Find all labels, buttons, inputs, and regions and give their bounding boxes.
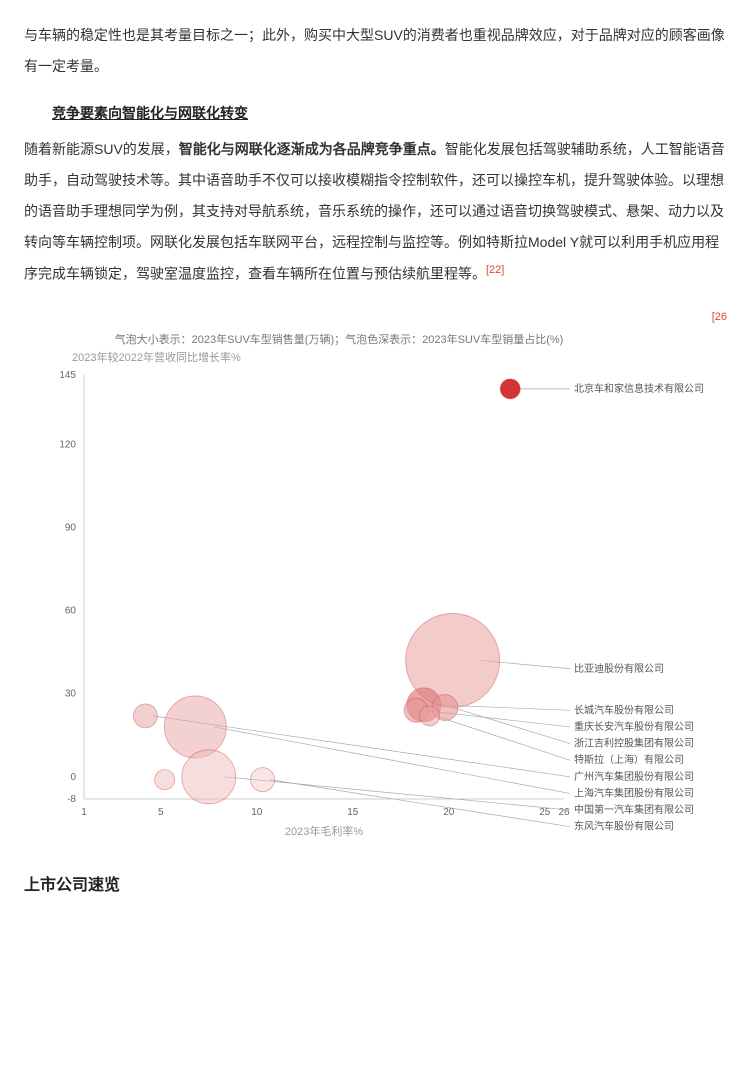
svg-text:15: 15 [347, 807, 359, 818]
svg-text:比亚迪股份有限公司: 比亚迪股份有限公司 [574, 662, 664, 675]
svg-text:1: 1 [81, 807, 87, 818]
chart-svg: 气泡大小表示：2023年SUV车型销售量(万辆)；气泡色深表示：2023年SUV… [24, 329, 734, 839]
para2-bold: 智能化与网联化逐渐成为各品牌竞争重点。 [179, 141, 445, 157]
svg-text:中国第一汽车集团有限公司: 中国第一汽车集团有限公司 [574, 803, 694, 816]
svg-text:60: 60 [65, 606, 77, 617]
svg-text:北京车和家信息技术有限公司: 北京车和家信息技术有限公司 [574, 382, 704, 395]
svg-text:26: 26 [558, 807, 570, 818]
svg-text:90: 90 [65, 523, 77, 534]
svg-text:2023年毛利率%: 2023年毛利率% [285, 824, 363, 838]
citation-26[interactable]: [26 [712, 305, 727, 329]
svg-text:上海汽车集团股份有限公司: 上海汽车集团股份有限公司 [574, 787, 694, 800]
svg-text:30: 30 [65, 689, 77, 700]
svg-text:10: 10 [251, 807, 263, 818]
svg-text:重庆长安汽车股份有限公司: 重庆长安汽车股份有限公司 [574, 720, 694, 733]
svg-text:120: 120 [59, 439, 76, 450]
para2-b: 智能化发展包括驾驶辅助系统，人工智能语音助手，自动驾驶技术等。其中语音助手不仅可… [24, 141, 725, 281]
svg-text:广州汽车集团股份有限公司: 广州汽车集团股份有限公司 [574, 770, 694, 783]
svg-text:特斯拉（上海）有限公司: 特斯拉（上海）有限公司 [574, 753, 684, 766]
paragraph-intro: 与车辆的稳定性也是其考量目标之一；此外，购买中大型SUV的消费者也重视品牌效应，… [24, 20, 729, 82]
svg-text:浙江吉利控股集团有限公司: 浙江吉利控股集团有限公司 [574, 737, 694, 750]
svg-text:25: 25 [539, 807, 551, 818]
paragraph-body: 随着新能源SUV的发展，智能化与网联化逐渐成为各品牌竞争重点。智能化发展包括驾驶… [24, 134, 729, 289]
svg-text:0: 0 [70, 772, 76, 783]
svg-text:气泡大小表示：2023年SUV车型销售量(万辆)；气泡色深表: 气泡大小表示：2023年SUV车型销售量(万辆)；气泡色深表示：2023年SUV… [115, 332, 564, 346]
svg-text:145: 145 [59, 370, 76, 381]
citation-22[interactable]: [22] [486, 264, 504, 276]
svg-text:5: 5 [158, 807, 164, 818]
bubble-chart: [26 气泡大小表示：2023年SUV车型销售量(万辆)；气泡色深表示：2023… [24, 305, 729, 850]
svg-text:-8: -8 [67, 794, 76, 805]
svg-text:2023年较2022年营收同比增长率%: 2023年较2022年营收同比增长率% [72, 350, 241, 364]
svg-text:长城汽车股份有限公司: 长城汽车股份有限公司 [574, 704, 674, 717]
subheading: 竞争要素向智能化与网联化转变 [24, 98, 729, 129]
section-title: 上市公司速览 [24, 868, 729, 903]
svg-text:东风汽车股份有限公司: 东风汽车股份有限公司 [574, 820, 674, 833]
para2-a: 随着新能源SUV的发展， [24, 141, 179, 157]
